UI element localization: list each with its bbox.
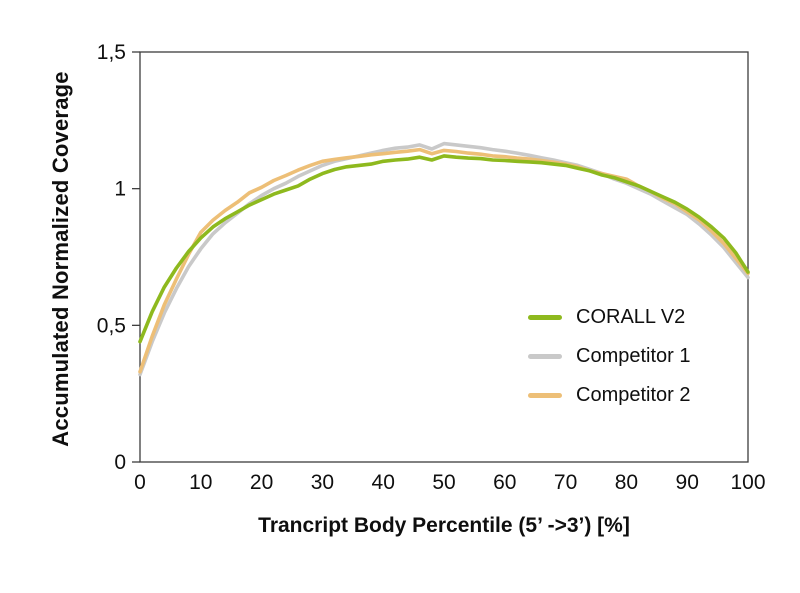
legend-label: CORALL V2 [576, 305, 686, 328]
legend-label: Competitor 1 [576, 344, 691, 367]
legend-swatch [528, 392, 562, 398]
y-tick-label: 0 [114, 451, 126, 474]
x-tick-label: 50 [432, 471, 455, 494]
x-tick-label: 90 [676, 471, 699, 494]
x-tick-label: 30 [311, 471, 334, 494]
x-tick-label: 0 [134, 471, 146, 494]
legend-label: Competitor 2 [576, 383, 691, 406]
x-tick-label: 10 [189, 471, 212, 494]
y-tick-label: 1 [114, 178, 126, 201]
x-tick-label: 100 [730, 471, 765, 494]
x-tick-label: 40 [372, 471, 395, 494]
legend-item-corall-v2: CORALL V2 [528, 303, 691, 331]
x-tick-label: 60 [493, 471, 516, 494]
legend: CORALL V2 Competitor 1 Competitor 2 [528, 303, 691, 409]
x-tick-label: 20 [250, 471, 273, 494]
x-tick-label: 80 [615, 471, 638, 494]
y-tick-label: 0,5 [97, 314, 126, 337]
legend-swatch [528, 353, 562, 359]
legend-item-competitor-1: Competitor 1 [528, 342, 691, 370]
plot-frame [139, 51, 749, 463]
legend-item-competitor-2: Competitor 2 [528, 381, 691, 409]
series-line-corall-v2 [138, 154, 750, 344]
y-axis-title: Accumulated Normalized Coverage [48, 71, 73, 447]
legend-swatch [528, 314, 562, 320]
x-tick-label: 70 [554, 471, 577, 494]
y-tick-label: 1,5 [97, 41, 126, 64]
x-axis-title: Trancript Body Percentile (5’ ->3’) [%] [258, 514, 630, 537]
